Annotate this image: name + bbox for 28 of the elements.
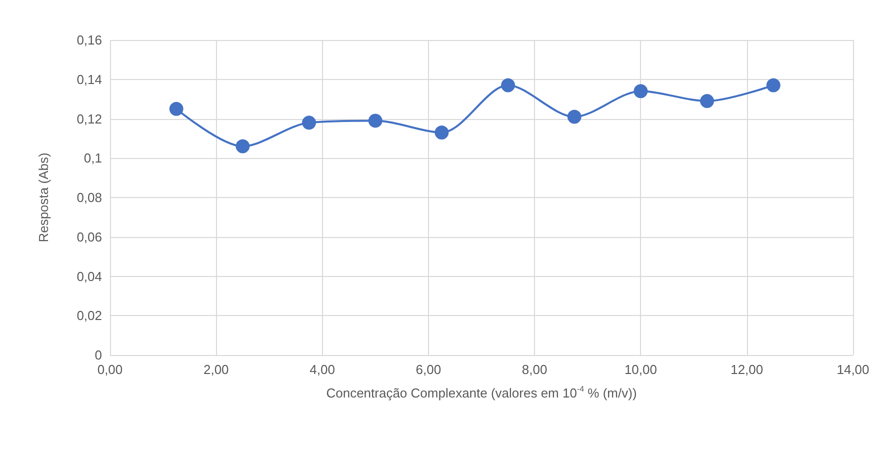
y-axis-title: Resposta (Abs) bbox=[36, 152, 51, 242]
y-tick-label: 0,16 bbox=[76, 32, 102, 48]
x-tick-label: 6,00 bbox=[416, 362, 442, 377]
y-tick-label: 0,14 bbox=[76, 72, 102, 87]
x-tick-label: 2,00 bbox=[203, 362, 229, 377]
point bbox=[766, 78, 780, 92]
x-tick-label: 10,00 bbox=[624, 362, 657, 377]
point bbox=[302, 116, 316, 130]
x-tick-label: 4,00 bbox=[310, 362, 335, 377]
point bbox=[434, 126, 449, 140]
y-tick-label: 0,02 bbox=[76, 308, 102, 324]
point bbox=[236, 139, 250, 154]
point bbox=[567, 110, 582, 124]
y-tick-label: 0,06 bbox=[76, 229, 102, 244]
point bbox=[169, 102, 184, 116]
x-tick-label: 12,00 bbox=[730, 362, 764, 377]
x-tick-label: 0,00 bbox=[97, 362, 123, 377]
point bbox=[634, 84, 648, 98]
y-tick-label: 0,08 bbox=[76, 190, 102, 205]
y-tick-label: 0,1 bbox=[84, 150, 102, 166]
x-tick-label: 8,00 bbox=[522, 362, 548, 377]
point bbox=[368, 114, 382, 128]
x-tick-label: 14,00 bbox=[836, 362, 870, 377]
y-tick-label: 0,12 bbox=[76, 111, 102, 126]
point bbox=[700, 94, 714, 108]
y-tick-label: 0,04 bbox=[76, 268, 102, 284]
point bbox=[501, 78, 516, 92]
y-tick-label: 0 bbox=[94, 348, 102, 362]
